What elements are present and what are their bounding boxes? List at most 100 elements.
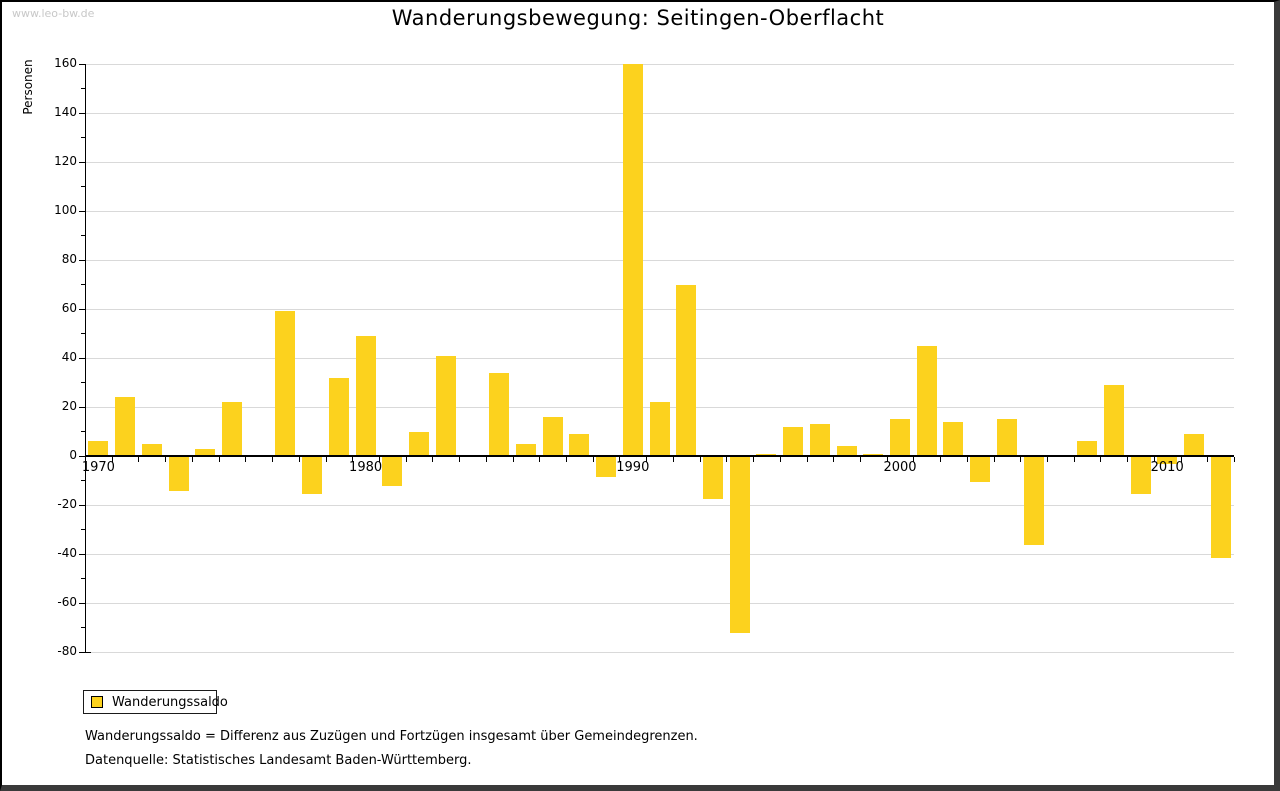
y-tick bbox=[79, 455, 85, 457]
x-tick bbox=[566, 457, 567, 462]
x-tick bbox=[245, 457, 247, 462]
x-tick bbox=[378, 457, 380, 462]
x-tick bbox=[405, 457, 407, 462]
gridline bbox=[85, 112, 1234, 114]
x-tick bbox=[966, 457, 968, 462]
x-tick bbox=[485, 457, 487, 462]
gridline bbox=[85, 504, 1234, 506]
x-tick bbox=[1207, 457, 1209, 462]
y-tick bbox=[79, 651, 85, 653]
x-tick bbox=[1047, 457, 1048, 462]
x-tick bbox=[218, 457, 220, 462]
bar-2005 bbox=[1023, 457, 1044, 546]
bar-1979 bbox=[328, 377, 349, 456]
y-minor-tick bbox=[81, 382, 85, 383]
bar-1981 bbox=[382, 457, 403, 487]
bar-1991 bbox=[649, 402, 670, 456]
x-tick bbox=[459, 457, 461, 462]
x-tick-label-2000: 2000 bbox=[883, 460, 917, 475]
bar-2012 bbox=[1210, 457, 1231, 558]
bar-2009 bbox=[1130, 457, 1151, 494]
y-minor-tick bbox=[81, 186, 85, 187]
gridline bbox=[85, 357, 1234, 359]
legend-label: Wanderungssaldo bbox=[112, 694, 228, 710]
x-tick-label-2010: 2010 bbox=[1150, 460, 1184, 475]
y-minor-tick bbox=[81, 235, 85, 236]
bar-2007 bbox=[1077, 441, 1097, 456]
x-tick-label-1990: 1990 bbox=[616, 460, 650, 475]
y-minor-tick bbox=[81, 284, 85, 285]
gridline bbox=[85, 259, 1234, 261]
y-tick-label: -40 bbox=[57, 546, 77, 560]
x-tick bbox=[913, 457, 915, 462]
bar-1977 bbox=[275, 311, 296, 456]
y-tick bbox=[79, 63, 85, 65]
x-tick bbox=[646, 457, 648, 462]
x-tick bbox=[165, 457, 167, 462]
y-tick-label: 0 bbox=[69, 448, 77, 462]
bar-2001 bbox=[916, 345, 937, 457]
bar-1998 bbox=[836, 446, 857, 456]
x-tick bbox=[753, 457, 754, 462]
x-tick bbox=[1073, 457, 1075, 462]
x-tick bbox=[993, 457, 995, 462]
footnote-source: Datenquelle: Statistisches Landesamt Bad… bbox=[85, 753, 472, 768]
bar-1972 bbox=[141, 443, 162, 457]
gridline bbox=[85, 553, 1234, 555]
y-tick-label: -80 bbox=[57, 644, 77, 658]
x-tick bbox=[806, 457, 808, 462]
x-tick bbox=[779, 457, 781, 462]
y-axis-line bbox=[85, 64, 86, 653]
y-tick bbox=[79, 504, 85, 506]
x-tick bbox=[699, 457, 701, 462]
gridline bbox=[85, 308, 1234, 310]
y-tick bbox=[79, 602, 85, 604]
x-tick bbox=[138, 457, 140, 462]
x-tick bbox=[432, 457, 434, 462]
bar-1980 bbox=[355, 335, 376, 456]
gridline bbox=[85, 210, 1234, 212]
y-minor-tick bbox=[81, 627, 85, 628]
x-tick bbox=[539, 457, 541, 462]
x-tick bbox=[512, 457, 514, 462]
x-tick bbox=[859, 457, 861, 462]
bar-1971 bbox=[115, 397, 136, 456]
y-minor-tick bbox=[81, 480, 85, 481]
y-tick bbox=[79, 112, 85, 114]
y-tick bbox=[79, 210, 85, 212]
y-tick-label: 140 bbox=[54, 105, 77, 119]
x-tick bbox=[940, 457, 942, 462]
bar-1983 bbox=[435, 355, 456, 457]
y-tick bbox=[79, 259, 85, 261]
bar-1975 bbox=[222, 402, 242, 456]
x-tick bbox=[325, 457, 327, 462]
y-minor-tick bbox=[81, 529, 85, 530]
y-tick bbox=[79, 308, 85, 310]
y-minor-tick bbox=[81, 137, 85, 138]
y-tick bbox=[79, 553, 85, 555]
y-tick-label: 100 bbox=[54, 203, 77, 217]
y-tick-label: -20 bbox=[57, 497, 77, 511]
x-tick bbox=[272, 457, 273, 462]
bar-1995 bbox=[756, 453, 777, 457]
y-minor-tick bbox=[81, 88, 85, 89]
bar-1986 bbox=[515, 443, 536, 457]
x-tick bbox=[592, 457, 594, 462]
gridline bbox=[85, 651, 1234, 653]
page-title: Wanderungsbewegung: Seitingen-Oberflacht bbox=[391, 6, 885, 30]
y-tick bbox=[79, 406, 85, 408]
x-axis-line bbox=[85, 455, 1234, 457]
y-tick-label: 40 bbox=[61, 350, 77, 364]
bar-2004 bbox=[996, 419, 1017, 457]
bar-2008 bbox=[1103, 384, 1124, 456]
x-tick bbox=[726, 457, 728, 462]
y-axis-title: Personen bbox=[21, 59, 35, 115]
gridline bbox=[85, 161, 1234, 163]
footnote-definition: Wanderungssaldo = Differenz aus Zuzügen … bbox=[85, 729, 698, 744]
x-tick bbox=[1234, 457, 1235, 462]
y-tick-label: 120 bbox=[54, 154, 77, 168]
watermark: www.leo-bw.de bbox=[12, 7, 95, 20]
y-axis-corner bbox=[85, 652, 91, 653]
plot-area: -80 -60 -40 -20 0 20 40 60 80 100 120 140 160 1970 198… bbox=[54, 56, 1235, 658]
